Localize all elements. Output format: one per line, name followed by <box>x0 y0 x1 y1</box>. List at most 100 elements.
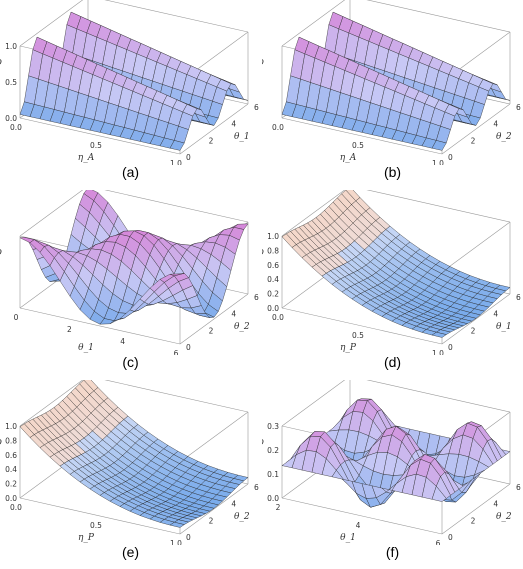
z-axis-label: F_PD <box>262 438 264 448</box>
surface-patch <box>169 140 185 151</box>
panel-d: 1.0 0.8 0.6 0.4 0.2 0.00.0 0.5 1.0 0 2 4 6 F_PD η_P θ_… <box>262 190 523 379</box>
x-tick-label: 1.0 <box>170 159 182 165</box>
surface-plot-b: 0.0 0.5 1.0 0 2 4 6 F_AD η_A θ_2 <box>262 0 521 165</box>
x-tick-label: 0.5 <box>352 331 364 340</box>
x-axis-label: η_P <box>340 343 357 353</box>
panel-a: 1.0 0.5 0.00.0 0.5 1.0 0 2 4 6 F_AD η_A θ_1 (a) <box>0 0 261 189</box>
y-tick-label: 2 <box>209 516 214 525</box>
z-tick-label: 0.2 <box>267 446 279 455</box>
y-tick-label: 0 <box>186 153 191 162</box>
surface-mesh <box>19 380 249 528</box>
surface-patch <box>431 485 447 502</box>
z-tick-label: 0.5 <box>5 78 17 87</box>
z-tick-label: 0.0 <box>267 304 279 313</box>
x-tick-label: 0.5 <box>90 141 102 150</box>
box-edge <box>366 0 511 33</box>
caption-a: (a) <box>121 164 140 180</box>
y-tick-label: 0 <box>186 343 191 352</box>
x-axis-label: θ_1 <box>340 533 356 543</box>
caption-d: (d) <box>383 354 402 370</box>
box-edge <box>179 411 249 463</box>
x-tick-label: 2 <box>276 503 281 512</box>
z-tick-label: 1.0 <box>5 42 17 51</box>
box-edge <box>281 307 443 345</box>
caption-b: (b) <box>383 164 402 180</box>
z-tick-label: 0.0 <box>5 494 17 503</box>
z-tick-label: 0.8 <box>5 436 17 445</box>
x-tick-label: 1.0 <box>432 349 444 355</box>
surface-mesh <box>19 11 249 151</box>
z-tick-label: 0.2 <box>5 480 17 489</box>
z-tick-label: 0.2 <box>267 290 279 299</box>
x-axis-label: η_A <box>340 153 357 163</box>
box-edge <box>104 190 249 223</box>
y-tick-label: 4 <box>493 500 498 509</box>
box-edge <box>19 307 181 345</box>
y-tick-label: 6 <box>254 293 259 302</box>
tick-labels: 1.0 0.8 0.6 0.4 0.2 0.00.0 0.5 1.0 0 2 4 6 <box>267 232 521 355</box>
y-tick-label: 2 <box>471 516 476 525</box>
x-axis-label: η_P <box>78 533 95 543</box>
z-tick-label: 0.4 <box>267 275 279 284</box>
z-tick-label: 0.0 <box>267 494 279 503</box>
surface-mesh <box>281 398 511 508</box>
box-edge <box>104 380 249 413</box>
surface-plot-c: 0 2 4 6 0 2 4 6 F_AD θ_1 θ_2 <box>0 190 259 355</box>
y-axis-label: θ_2 <box>234 512 250 522</box>
y-axis-label: θ_2 <box>234 322 250 332</box>
box-edge <box>366 190 511 223</box>
box-edge <box>104 0 249 33</box>
x-tick-label: 4 <box>120 337 125 346</box>
y-axis-label: θ_1 <box>496 322 512 332</box>
surface-plot-d: 1.0 0.8 0.6 0.4 0.2 0.00.0 0.5 1.0 0 2 4 6 F_PD η_P θ_… <box>262 190 521 355</box>
box-edge <box>281 380 346 427</box>
surface-patch <box>169 273 185 277</box>
caption-f: (f) <box>385 544 400 560</box>
x-tick-label: 0.0 <box>272 313 284 322</box>
y-tick-label: 6 <box>254 103 259 112</box>
box-edge <box>179 483 249 535</box>
y-tick-label: 2 <box>471 136 476 145</box>
y-axis-label: θ_2 <box>496 132 512 142</box>
y-tick-label: 6 <box>516 103 521 112</box>
y-tick-label: 4 <box>231 310 236 319</box>
box-edge <box>19 0 84 47</box>
surface-plot-f: 0.30.20.10.02460246F_PDθ_1θ_2 <box>262 380 521 545</box>
box-edge <box>281 0 346 47</box>
box-edge <box>179 293 249 345</box>
box-edge <box>19 380 84 427</box>
y-tick-label: 0 <box>448 533 453 542</box>
surface-mesh <box>281 190 511 338</box>
box-edge <box>441 103 511 155</box>
z-axis-label: F_PD <box>0 438 2 448</box>
y-axis-label: θ_2 <box>496 512 512 522</box>
box-edge <box>281 497 443 535</box>
box-edge <box>179 103 249 155</box>
z-axis-label: F_AD <box>262 58 264 68</box>
x-tick-label: 0.0 <box>10 123 22 132</box>
box-edge <box>19 117 181 155</box>
x-axis-label: θ_1 <box>78 343 94 353</box>
caption-e: (e) <box>121 544 140 560</box>
box-edge <box>441 221 511 273</box>
y-tick-label: 4 <box>493 120 498 129</box>
z-tick-label: 0.4 <box>5 465 17 474</box>
surface-plot-a: 1.0 0.5 0.00.0 0.5 1.0 0 2 4 6 F_AD η_A θ_1 <box>0 0 259 165</box>
panel-c: 0 2 4 6 0 2 4 6 F_AD θ_1 θ_2 (c) <box>0 190 261 379</box>
tick-labels: 0.0 0.5 1.0 0 2 4 6 <box>272 103 521 165</box>
x-tick-label: 0.5 <box>352 141 364 150</box>
y-tick-label: 2 <box>471 326 476 335</box>
z-tick-label: 0.6 <box>267 261 279 270</box>
y-tick-label: 6 <box>516 293 521 302</box>
y-tick-label: 0 <box>448 343 453 352</box>
x-tick-label: 4 <box>356 521 361 530</box>
z-tick-label: 1.0 <box>5 422 17 431</box>
z-axis-label: F_AD <box>0 58 2 68</box>
box-edge <box>366 380 511 413</box>
y-tick-label: 2 <box>209 326 214 335</box>
y-axis-label: θ_1 <box>234 132 250 142</box>
surface-patch <box>169 521 185 528</box>
y-tick-label: 2 <box>209 136 214 145</box>
box-edge <box>281 190 346 237</box>
